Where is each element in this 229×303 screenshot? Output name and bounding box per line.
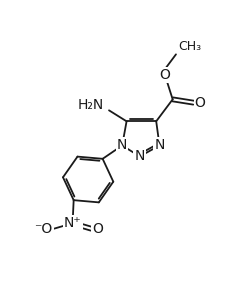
Text: N⁺: N⁺ <box>64 216 81 230</box>
Text: O: O <box>195 96 205 110</box>
Text: N: N <box>117 138 127 152</box>
Text: O: O <box>92 222 103 236</box>
Text: N: N <box>135 149 145 163</box>
Text: CH₃: CH₃ <box>178 40 201 53</box>
Text: O: O <box>160 68 170 82</box>
Text: N: N <box>154 138 165 152</box>
Text: H₂N: H₂N <box>77 98 104 112</box>
Text: ⁻O: ⁻O <box>35 222 53 236</box>
